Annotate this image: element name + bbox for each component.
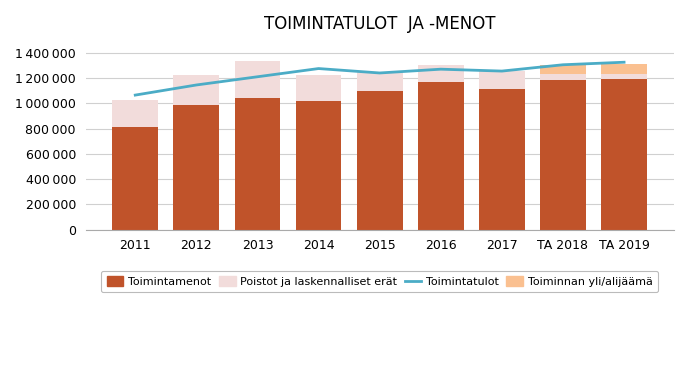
Toimintatulot	[559, 63, 567, 67]
Toimintatulot	[131, 93, 139, 98]
Toimintatulot	[192, 83, 201, 87]
Bar	[479, 71, 525, 89]
Line: Toimintatulot: Toimintatulot	[135, 62, 624, 95]
Toimintatulot	[436, 67, 445, 71]
Bar	[601, 74, 647, 79]
Toimintatulot	[498, 69, 506, 73]
Toimintatulot	[314, 66, 323, 71]
Bar	[418, 83, 464, 230]
Title: TOIMINTATULOT  JA -MENOT: TOIMINTATULOT JA -MENOT	[264, 15, 496, 33]
Bar	[174, 75, 220, 104]
Bar	[357, 91, 403, 230]
Bar	[112, 100, 158, 127]
Bar	[296, 75, 342, 101]
Bar	[296, 101, 342, 230]
Bar	[234, 98, 280, 230]
Bar	[234, 61, 280, 98]
Bar	[540, 65, 586, 74]
Bar	[357, 72, 403, 91]
Bar	[601, 79, 647, 230]
Bar	[174, 104, 220, 230]
Legend: Toimintamenot, Poistot ja laskennalliset erät, Toimintatulot, Toiminnan yli/alij: Toimintamenot, Poistot ja laskennalliset…	[101, 271, 658, 292]
Toimintatulot	[376, 71, 384, 75]
Bar	[479, 89, 525, 230]
Bar	[601, 64, 647, 74]
Bar	[540, 74, 586, 80]
Bar	[112, 127, 158, 230]
Bar	[540, 80, 586, 230]
Bar	[418, 65, 464, 83]
Toimintatulot	[620, 60, 628, 65]
Toimintatulot	[253, 74, 261, 79]
